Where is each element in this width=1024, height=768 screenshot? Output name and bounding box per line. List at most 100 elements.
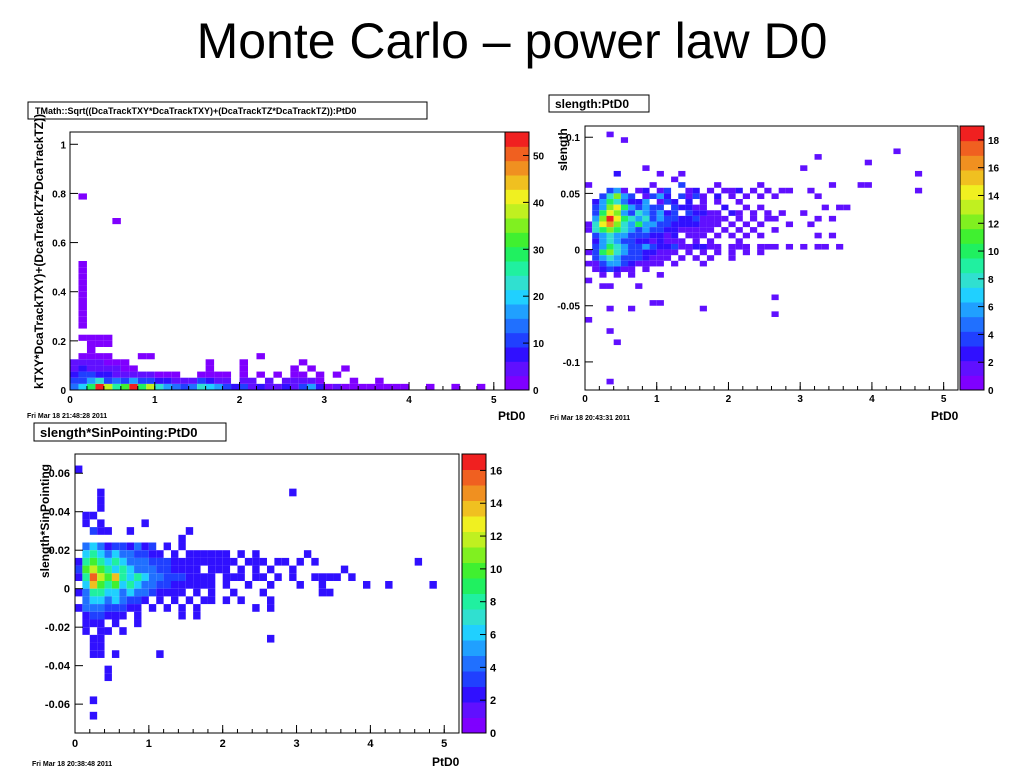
heatmap-cell [628,199,636,205]
heatmap-cell [214,383,223,390]
colorbar-tick-label: 8 [988,275,994,286]
heatmap-cell [259,588,267,597]
colorbar-step [960,177,984,186]
heatmap-cell [599,260,607,267]
heatmap-cell [307,365,316,372]
colorbar-step [462,671,486,680]
heatmap-cell [599,255,607,261]
heatmap-cell [642,255,650,261]
heatmap-cell [685,249,693,256]
x-tick-label: 2 [726,394,732,405]
heatmap-cell [757,193,765,200]
heatmap-cell [692,187,700,194]
heatmap-cell [75,465,83,474]
heatmap-cell [620,215,629,222]
heatmap-cell [134,588,142,597]
heatmap-cell [134,565,142,574]
plot-slength-vs-ptd0: slength:PtD0 PtD0 slength Fri Mar 18 20:… [545,93,1005,428]
heatmap-cell [78,371,87,378]
colorbar-step [505,139,529,147]
plot-dca-vs-ptd0: TMath::Sqrt((DcaTrackTXY*DcaTrackTXY)+(D… [25,93,555,428]
x-tick-label: 0 [582,394,588,405]
colorbar-step [462,585,486,594]
colorbar-step [960,382,984,391]
y-tick-label: 0.6 [52,239,66,250]
heatmap-cell [252,565,260,574]
heatmap-cell [685,199,693,205]
plot-title: TMath::Sqrt((DcaTrackTXY*DcaTrackTXY)+(D… [35,106,356,116]
heatmap-cell [89,580,98,589]
colorbar-step [960,133,984,142]
heatmap-cell [104,627,112,635]
heatmap-cell [78,297,87,304]
heatmap-cell [778,210,786,216]
heatmap-cell [333,573,341,581]
heatmap-cell [134,611,142,620]
heatmap-cell [692,210,700,216]
heatmap-cell [400,383,410,390]
heatmap-cell [200,550,208,558]
x-tick-label: 4 [406,395,412,406]
heatmap-cell [599,204,607,211]
heatmap-cell [78,334,87,341]
x-tick-label: 4 [367,738,374,750]
heatmap-cells [585,131,923,385]
heatmap-cell [620,238,629,244]
x-tick-label: 0 [72,738,78,750]
heatmap-cell [671,176,679,183]
heatmap-cell [599,215,607,222]
heatmap-cell [728,193,736,200]
heatmap-cell [104,550,112,558]
heatmap-cell [141,519,149,528]
heatmap-cell [592,232,600,239]
heatmap-cell [163,604,171,612]
heatmap-cell [685,193,693,200]
heatmap-cell [592,221,600,228]
heatmap-cell [728,243,736,250]
heatmap-cell [222,596,231,605]
colorbar-tick-label: 4 [490,662,497,674]
heatmap-cell [82,611,90,620]
colorbar-step [462,469,486,478]
heatmap-cell [156,588,164,597]
heatmap-cell [230,557,238,566]
heatmap-cell [706,255,715,261]
colorbar-step [505,361,529,369]
heatmap-cell [649,255,657,261]
colorbar-step [462,686,486,695]
colorbar-step [960,236,984,244]
heatmap-cell [97,573,105,581]
heatmap-cell [70,377,79,384]
heatmap-cell [89,565,98,574]
heatmap-cell [699,243,707,250]
heatmap-cell [178,588,186,597]
heatmap-cell [307,377,316,384]
heatmap-cell [671,260,679,267]
heatmap-cell [193,573,201,581]
colorbar-step [960,360,984,369]
heatmap-cell [197,383,206,390]
heatmap-cell [721,187,729,194]
colorbar-step [505,332,529,341]
colorbar-step [960,155,984,164]
heatmap-cell [126,557,135,566]
y-tick-label: 0.06 [49,468,70,480]
y-axis-label: kTXY*DcaTrackTXY)+(DcaTrackTZ*DcaTrackTZ… [32,114,46,389]
colorbar-step [462,632,486,641]
heatmap-cell [642,199,650,205]
heatmap-cell [70,371,79,378]
heatmap-cell [267,596,275,605]
heatmap-cell [78,359,87,366]
heatmap-cell [78,383,87,390]
heatmap-cell [126,596,135,605]
heatmap-cell [146,371,155,378]
heatmap-cell [119,596,127,605]
heatmap-cell [231,383,240,390]
colorbar-step [462,640,486,649]
heatmap-cell [685,243,693,250]
heatmap-cell [86,334,96,341]
colorbar-step [505,203,529,212]
heatmap-cell [685,232,693,239]
heatmap-cell [289,573,297,581]
heatmap-cell [642,243,650,250]
